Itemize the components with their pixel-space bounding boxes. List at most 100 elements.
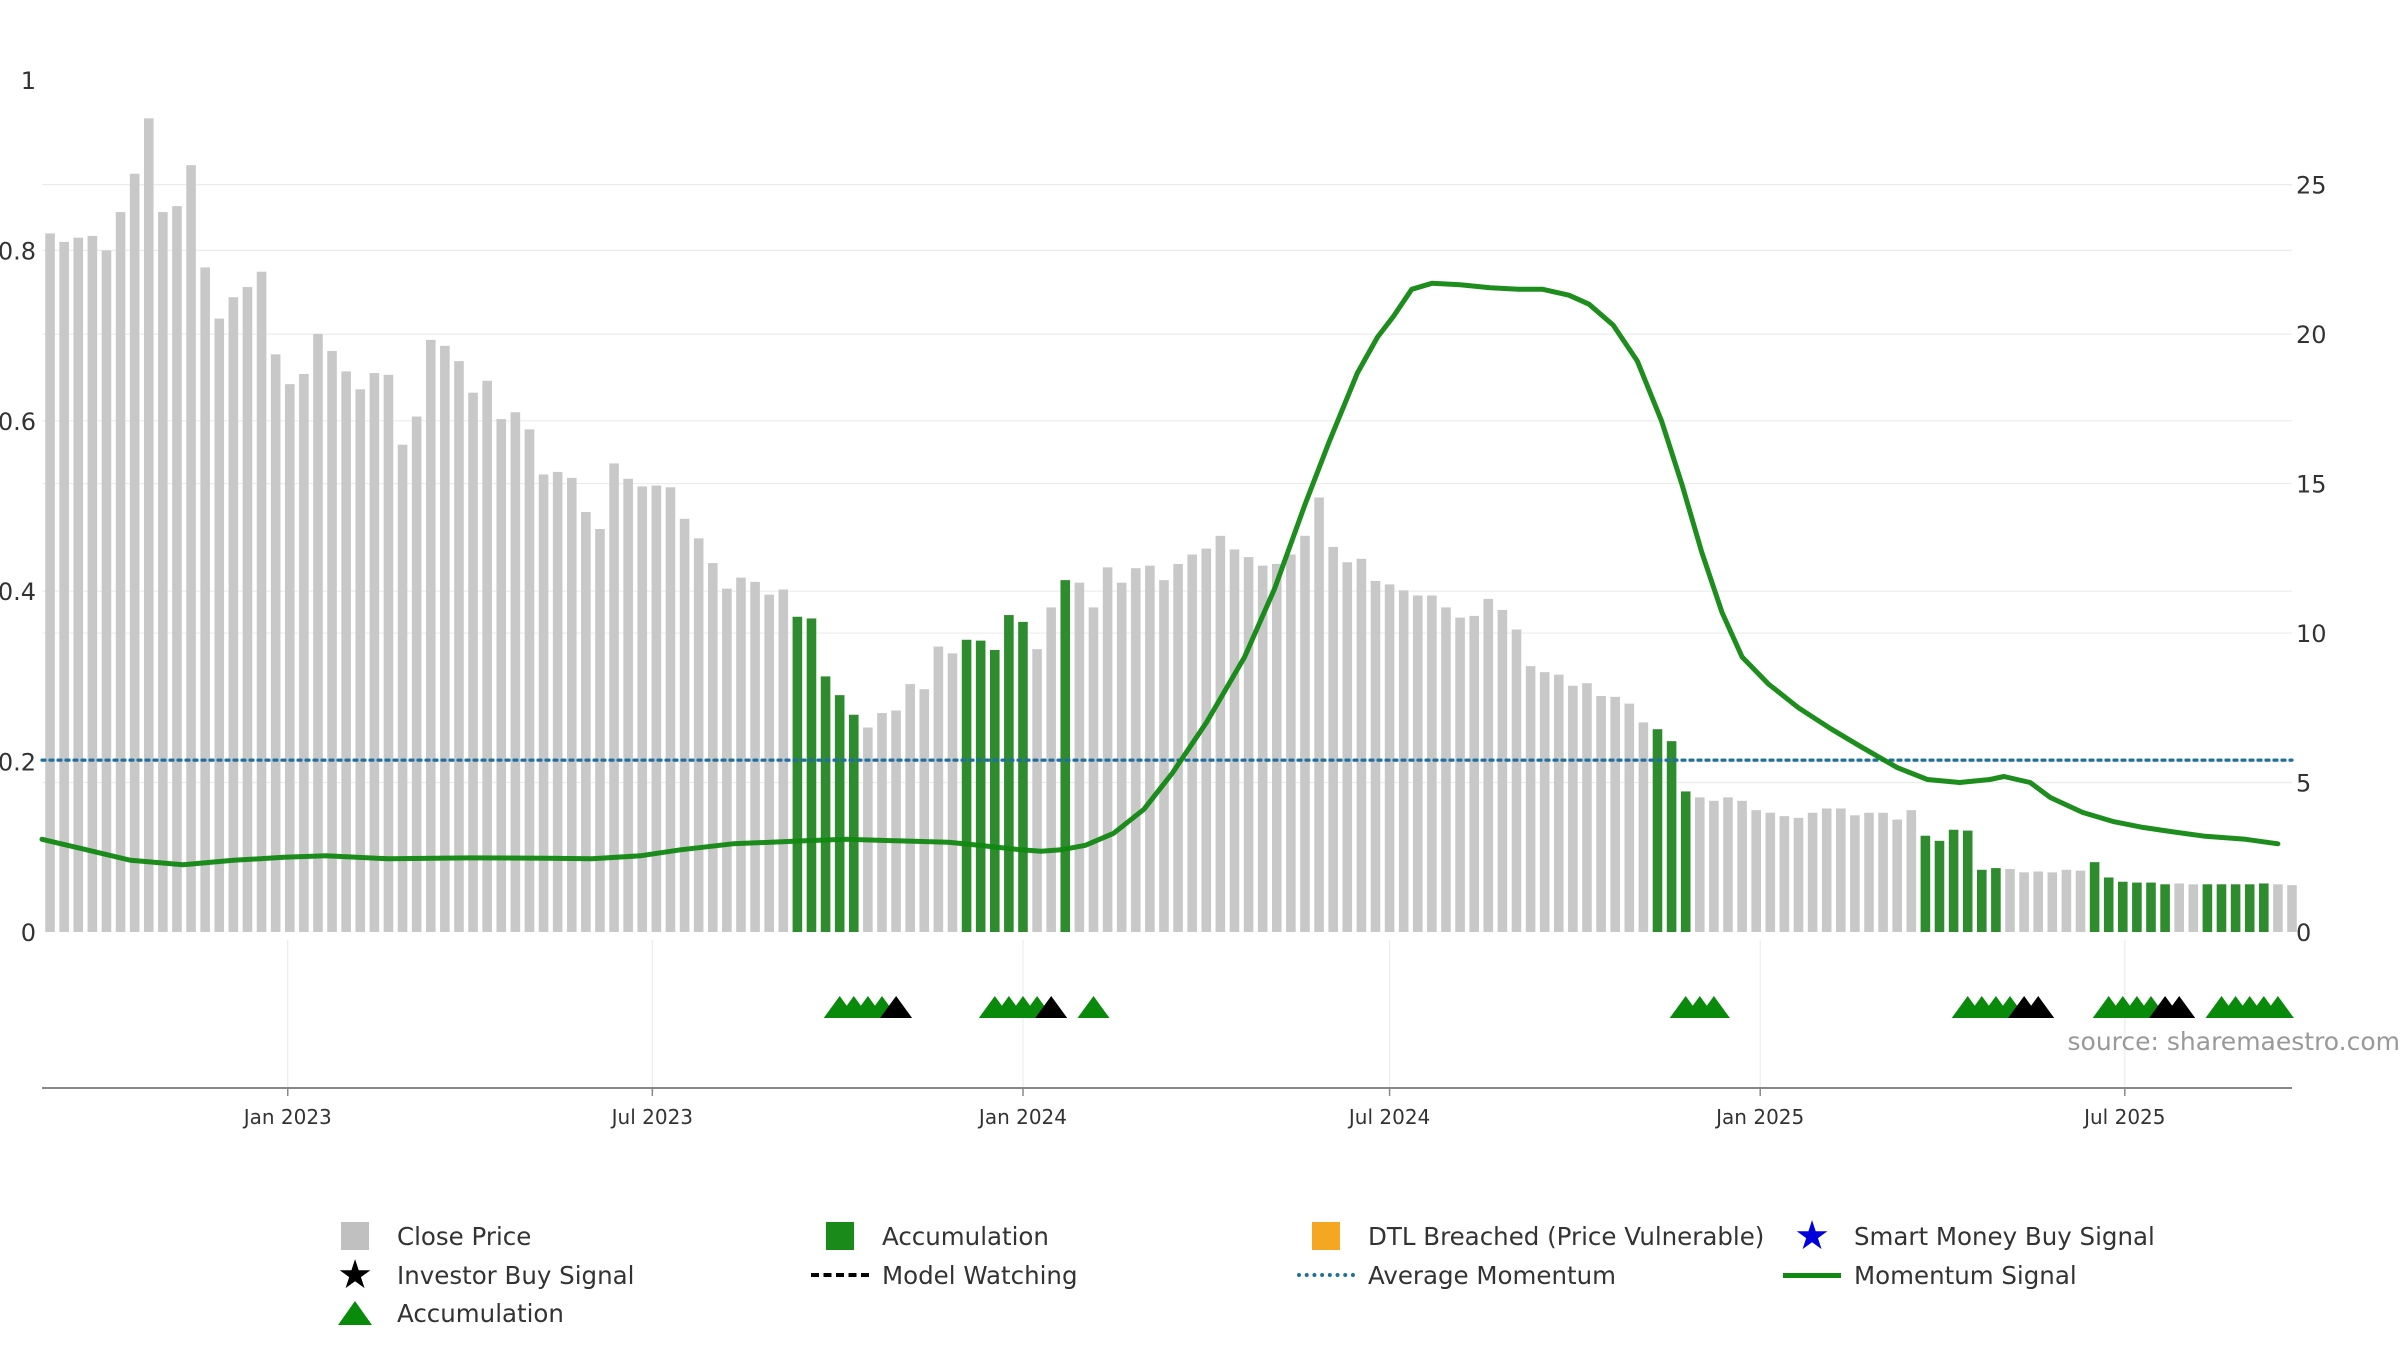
accumulation-bar xyxy=(2160,884,2170,932)
close-price-bar xyxy=(1173,563,1183,932)
close-price-bar xyxy=(1328,546,1338,932)
close-price-bar xyxy=(2273,884,2283,932)
investor-buy-marker xyxy=(1035,996,1068,1018)
source-label: source: sharemaestro.com xyxy=(2067,1027,2400,1056)
close-price-bar xyxy=(552,471,563,932)
close-price-bar xyxy=(369,373,380,933)
investor-buy-marker xyxy=(2163,996,2196,1018)
close-price-bar xyxy=(1116,582,1127,932)
left-axis-tick-label: 0.4 xyxy=(0,578,36,606)
close-price-bar xyxy=(284,384,295,932)
close-price-bar xyxy=(2005,868,2015,932)
close-price-bar xyxy=(214,318,225,932)
accumulation-bar xyxy=(2132,882,2142,932)
close-price-bar xyxy=(947,653,958,932)
close-price-bar xyxy=(1145,565,1155,932)
accumulation-bar xyxy=(1934,840,1945,932)
close-price-bar xyxy=(623,478,633,932)
close-price-bar xyxy=(1469,615,1479,932)
left-axis-tick-label: 0.8 xyxy=(0,237,36,265)
close-price-bar xyxy=(1525,666,1536,932)
close-price-bar xyxy=(595,529,605,932)
accumulation-bar xyxy=(1920,835,1931,932)
close-price-bar xyxy=(1046,607,1056,932)
accumulation-bar xyxy=(2146,882,2156,932)
accumulation-bar xyxy=(1018,621,1028,932)
close-price-bar xyxy=(1159,580,1169,932)
close-price-bar xyxy=(1709,800,1719,932)
close-price-bar xyxy=(425,339,436,932)
close-price-bar xyxy=(1370,580,1381,932)
x-axis-tick-label: Jan 2024 xyxy=(977,1105,1067,1129)
close-price-bar xyxy=(454,361,464,932)
close-price-bar xyxy=(637,486,648,932)
close-price-bar xyxy=(1314,497,1324,932)
right-axis-tick-label: 5 xyxy=(2296,770,2311,798)
close-price-bar xyxy=(397,444,408,932)
right-axis-tick-label: 15 xyxy=(2296,471,2327,499)
close-price-bar xyxy=(256,271,267,932)
close-price-bar xyxy=(1624,703,1635,932)
left-axis-tick-label: 0.2 xyxy=(0,749,36,777)
close-price-bar xyxy=(1638,722,1649,932)
close-price-bar xyxy=(313,333,323,932)
close-price-bar xyxy=(764,594,774,932)
close-price-bar xyxy=(299,373,309,932)
close-price-bar xyxy=(1723,797,1733,932)
accumulation-marker xyxy=(1077,996,1110,1018)
close-price-bar xyxy=(736,577,746,932)
close-price-bar xyxy=(1821,808,1832,932)
close-price-bar xyxy=(1850,815,1860,932)
accumulation-bar xyxy=(1666,741,1677,932)
close-price-bar xyxy=(1243,557,1254,932)
accumulation-bar xyxy=(1060,580,1071,932)
close-price-bar xyxy=(1300,535,1310,932)
accumulation-marker xyxy=(1697,996,1730,1018)
accumulation-bar xyxy=(2118,881,2128,932)
momentum-signal-line xyxy=(39,280,2281,868)
close-price-bar xyxy=(905,684,915,932)
close-price-bar xyxy=(1342,562,1353,932)
close-price-bar xyxy=(877,713,887,932)
accumulation-bar xyxy=(820,676,831,932)
accumulation-bar xyxy=(1004,615,1014,932)
close-price-bar xyxy=(1229,549,1240,932)
close-price-bar xyxy=(172,206,182,933)
close-price-bar xyxy=(101,250,112,932)
close-price-bar xyxy=(496,419,507,933)
x-axis-tick-label: Jul 2024 xyxy=(1347,1105,1430,1129)
accumulation-marker xyxy=(2261,996,2294,1018)
close-price-bar xyxy=(1610,696,1620,932)
accumulation-bar xyxy=(2230,884,2241,932)
close-price-bar xyxy=(1088,607,1099,932)
close-price-bar xyxy=(1737,800,1747,932)
close-price-bar xyxy=(242,287,253,932)
close-price-bar xyxy=(1427,595,1437,932)
close-price-bar xyxy=(1257,565,1268,932)
close-price-bar xyxy=(482,380,492,932)
close-price-bar xyxy=(341,371,351,932)
x-axis-tick-label: Jan 2025 xyxy=(1714,1105,1804,1129)
x-axis-tick-label: Jul 2023 xyxy=(610,1105,693,1129)
close-price-bar xyxy=(1539,672,1550,932)
close-price-bar xyxy=(186,165,196,932)
close-price-bar xyxy=(609,463,619,932)
close-price-bar xyxy=(919,689,930,932)
close-price-bar xyxy=(863,727,873,932)
accumulation-bar xyxy=(1991,868,2001,932)
close-price-bar xyxy=(1807,812,1818,932)
price-bars xyxy=(45,118,2297,933)
close-price-bar xyxy=(1455,617,1465,932)
close-price-bar xyxy=(1793,817,1804,932)
close-price-bar xyxy=(1032,649,1042,932)
close-price-bar xyxy=(440,345,450,932)
close-price-bar xyxy=(1384,584,1395,932)
accumulation-bar xyxy=(1948,829,1959,932)
close-price-bar xyxy=(327,350,337,932)
close-price-bar xyxy=(2019,872,2029,932)
close-price-bar xyxy=(87,235,98,933)
accumulation-bar xyxy=(2244,884,2255,932)
close-price-bar xyxy=(651,485,662,932)
close-price-bar xyxy=(891,710,901,932)
